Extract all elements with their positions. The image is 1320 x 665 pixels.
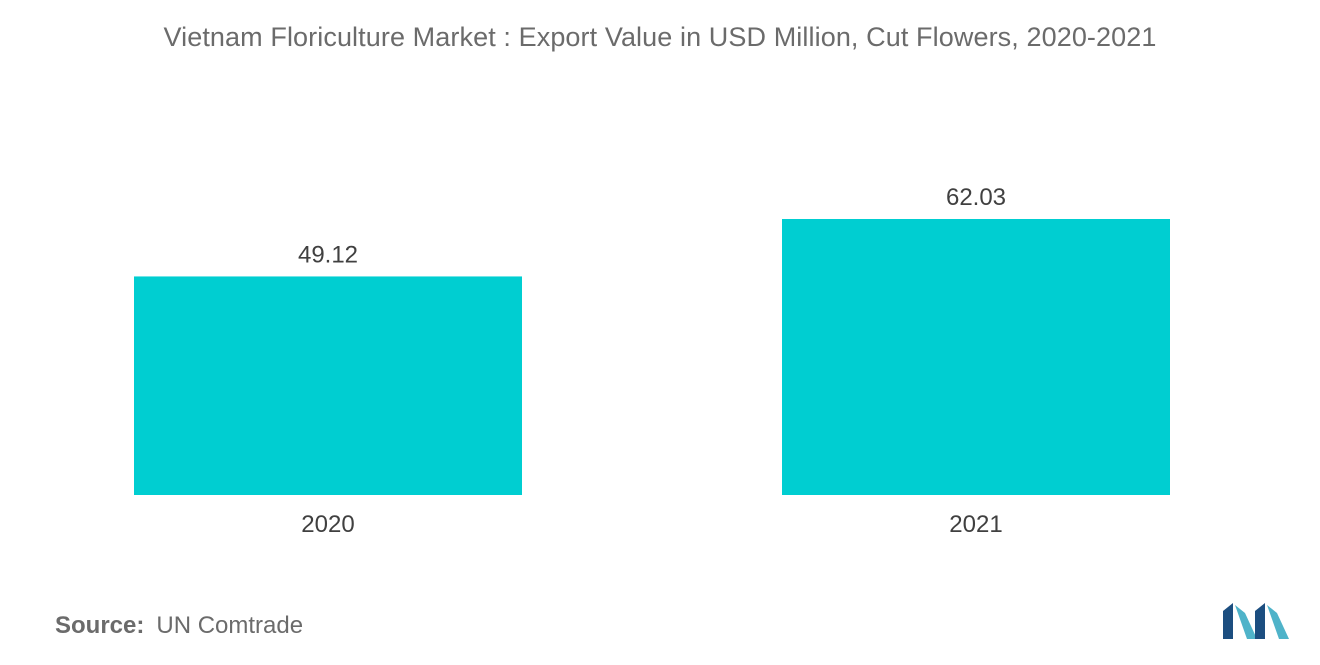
source-label: Source: xyxy=(55,612,145,639)
value-label-2021: 62.03 xyxy=(946,184,1006,211)
category-label-2020: 2020 xyxy=(301,511,354,538)
source-note: Source: UN Comtrade xyxy=(55,612,303,640)
value-label-2020: 49.12 xyxy=(298,241,358,268)
bar-2021 xyxy=(782,219,1170,495)
chart-title: Vietnam Floriculture Market : Export Val… xyxy=(163,22,1157,52)
source-text: UN Comtrade xyxy=(156,612,304,639)
category-label-2021: 2021 xyxy=(949,511,1002,538)
bar-chart: 49.12 2020 62.03 2021 xyxy=(134,184,1170,538)
bar-2020 xyxy=(134,276,522,495)
mordor-intelligence-logo-icon xyxy=(1223,603,1289,639)
